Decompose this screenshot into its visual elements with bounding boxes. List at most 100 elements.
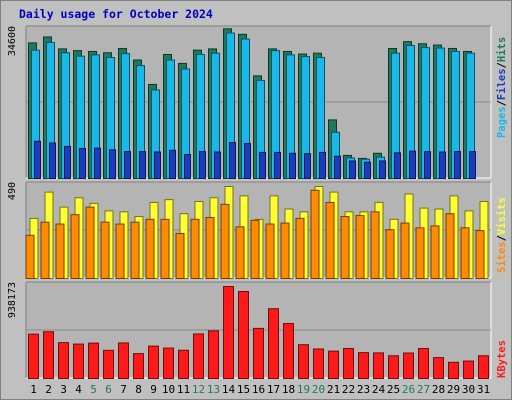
sites-bar-11 [175, 232, 185, 280]
sites-bar-19 [295, 217, 305, 279]
day-label-27: 27 [417, 383, 430, 396]
pages-bar-1 [34, 140, 41, 180]
pages-bar-29 [454, 151, 461, 179]
sites-bar-30 [460, 227, 470, 279]
pages-bar-11 [184, 154, 191, 180]
sites-bar-12 [190, 218, 200, 280]
kbytes-bar-25 [388, 355, 399, 379]
day-label-13: 13 [207, 383, 220, 396]
pages-bar-26 [409, 150, 416, 180]
pages-bar-14 [229, 142, 236, 180]
day-label-18: 18 [282, 383, 295, 396]
legend-sep-3: / [496, 235, 508, 241]
day-label-20: 20 [312, 383, 325, 396]
chart-title: Daily usage for October 2024 [19, 7, 213, 21]
day-label-14: 14 [222, 383, 236, 396]
day-label-11: 11 [177, 383, 190, 396]
legend-visits: Visits [496, 197, 508, 235]
sites-bar-5 [85, 206, 95, 279]
kbytes-bar-15 [238, 291, 249, 380]
legend-files: Files [496, 68, 508, 100]
sites-bar-17 [265, 223, 275, 280]
sites-bar-10 [160, 218, 170, 280]
day-label-16: 16 [252, 383, 265, 396]
panel-2-scale-label: 490 [7, 182, 18, 200]
pages-bar-3 [64, 145, 71, 180]
sites-bar-14 [220, 203, 230, 279]
pages-bar-25 [394, 152, 401, 180]
kbytes-bar-23 [358, 352, 369, 380]
day-label-12: 12 [192, 383, 205, 396]
day-label-17: 17 [267, 383, 280, 396]
panel-1-scale-label: 34600 [7, 26, 18, 56]
day-label-4: 4 [75, 383, 82, 396]
kbytes-bar-18 [283, 322, 294, 380]
kbytes-bar-11 [178, 349, 189, 379]
kbytes-bar-2 [43, 331, 54, 379]
day-label-28: 28 [432, 383, 445, 396]
sites-bar-16 [250, 219, 260, 279]
kbytes-bar-5 [88, 342, 99, 379]
day-label-30: 30 [462, 383, 475, 396]
day-label-5: 5 [90, 383, 97, 396]
day-label-19: 19 [297, 383, 310, 396]
kbytes-bar-22 [343, 347, 354, 379]
kbytes-bar-28 [433, 357, 444, 379]
panel-3-scale-label: 938173 [7, 282, 18, 318]
sites-bar-9 [145, 218, 155, 280]
legend-sep-1: / [496, 100, 508, 106]
pages-bar-10 [169, 149, 176, 179]
legend-sep-2: / [496, 62, 508, 68]
panel-3-legend: KBytes [496, 340, 508, 378]
sites-bar-6 [100, 221, 110, 279]
kbytes-bar-13 [208, 330, 219, 379]
pages-bar-27 [424, 151, 431, 179]
sites-bar-1 [25, 234, 35, 280]
day-label-15: 15 [237, 383, 250, 396]
pages-bar-20 [319, 151, 326, 180]
kbytes-bar-19 [298, 344, 309, 379]
sites-bar-2 [40, 221, 50, 279]
kbytes-bar-16 [253, 327, 264, 379]
kbytes-bar-30 [463, 360, 474, 380]
sites-bar-23 [355, 215, 365, 279]
pages-bar-28 [439, 151, 446, 179]
kbytes-bar-1 [28, 333, 39, 379]
day-label-8: 8 [135, 383, 142, 396]
pages-bar-2 [49, 142, 56, 180]
sites-bar-15 [235, 226, 245, 279]
kbytes-bar-21 [328, 350, 339, 380]
pages-bar-12 [199, 151, 206, 179]
pages-bar-9 [154, 151, 161, 179]
day-label-25: 25 [387, 383, 400, 396]
pages-bar-15 [244, 142, 251, 179]
day-label-23: 23 [357, 383, 370, 396]
legend-pages: Pages [496, 106, 508, 138]
sites-bar-28 [430, 225, 440, 280]
kbytes-bar-31 [478, 355, 489, 379]
panel-1-legend: Pages/Files/Hits [496, 37, 508, 138]
kbytes-bar-10 [163, 347, 174, 380]
sites-bar-24 [370, 211, 380, 279]
pages-bar-4 [79, 148, 86, 179]
pages-bar-5 [94, 147, 101, 179]
day-label-3: 3 [60, 383, 67, 396]
legend-hits: Hits [496, 37, 508, 62]
day-label-10: 10 [162, 383, 175, 396]
sites-bar-4 [70, 214, 80, 280]
pages-bar-8 [139, 151, 146, 179]
kbytes-bar-14 [223, 286, 234, 379]
sites-bar-26 [400, 222, 410, 279]
kbytes-bar-8 [133, 353, 144, 379]
day-label-31: 31 [477, 383, 490, 396]
sites-bar-20 [310, 189, 320, 279]
kbytes-bar-12 [193, 333, 204, 380]
pages-bar-18 [289, 152, 296, 179]
legend-sites: Sites [496, 241, 508, 273]
pages-bar-30 [469, 151, 476, 179]
pages-bar-6 [109, 149, 116, 179]
kbytes-bar-3 [58, 342, 69, 380]
day-label-22: 22 [342, 383, 355, 396]
